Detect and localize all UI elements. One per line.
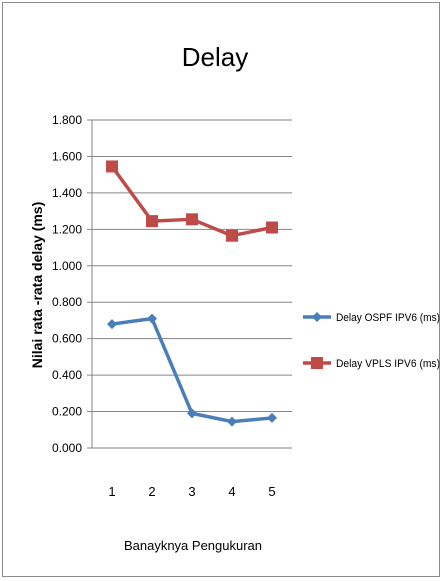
data-point xyxy=(186,213,198,226)
data-point xyxy=(107,319,117,330)
y-tick-label: 1.800 xyxy=(52,113,82,127)
data-point xyxy=(187,408,197,419)
x-tick-label: 1 xyxy=(108,484,115,499)
y-tick-label: 1.600 xyxy=(52,149,82,163)
series-group xyxy=(106,160,278,427)
y-tick-labels: 0.000 0.200 0.400 0.600 0.800 1.000 1.200 1.400… xyxy=(52,113,82,455)
x-tick-label: 5 xyxy=(268,484,275,499)
y-tick-label: 1.400 xyxy=(52,186,82,200)
chart-frame xyxy=(2,2,440,577)
legend-label: Delay VPLS IPV6 (ms) xyxy=(336,358,440,370)
y-tick-label: 1.200 xyxy=(52,222,82,236)
x-tick-label: 4 xyxy=(228,484,235,499)
x-tick-label: 3 xyxy=(188,484,195,499)
data-point xyxy=(146,215,158,228)
x-tick-labels: 1 2 3 4 5 xyxy=(108,484,275,499)
gridlines xyxy=(87,119,292,449)
chart-title: Delay xyxy=(182,42,248,72)
y-tick-label: 0.200 xyxy=(52,405,82,419)
y-tick-label: 0.800 xyxy=(52,295,82,309)
data-point xyxy=(267,412,277,423)
series-line xyxy=(110,165,273,238)
y-tick-label: 0.400 xyxy=(52,368,82,382)
y-axis-label: Nilai rata -rata delay (ms) xyxy=(29,202,45,369)
data-point xyxy=(147,313,157,324)
data-point xyxy=(226,229,238,242)
y-tick-label: 0.600 xyxy=(52,332,82,346)
data-point xyxy=(312,312,322,322)
series-line xyxy=(111,316,273,424)
y-tick-label: 1.000 xyxy=(52,259,82,273)
x-tick-label: 2 xyxy=(148,484,155,499)
data-point xyxy=(266,221,278,234)
legend-label: Delay OSPF IPV6 (ms) xyxy=(336,312,440,324)
x-axis-label: Banayknya Pengukuran xyxy=(124,538,262,553)
legend: Delay OSPF IPV6 (ms) Delay VPLS IPV6 (ms) xyxy=(303,312,440,370)
y-tick-label: 0.000 xyxy=(52,441,82,455)
data-point xyxy=(106,160,118,173)
data-point xyxy=(227,416,237,427)
data-point xyxy=(311,357,323,369)
